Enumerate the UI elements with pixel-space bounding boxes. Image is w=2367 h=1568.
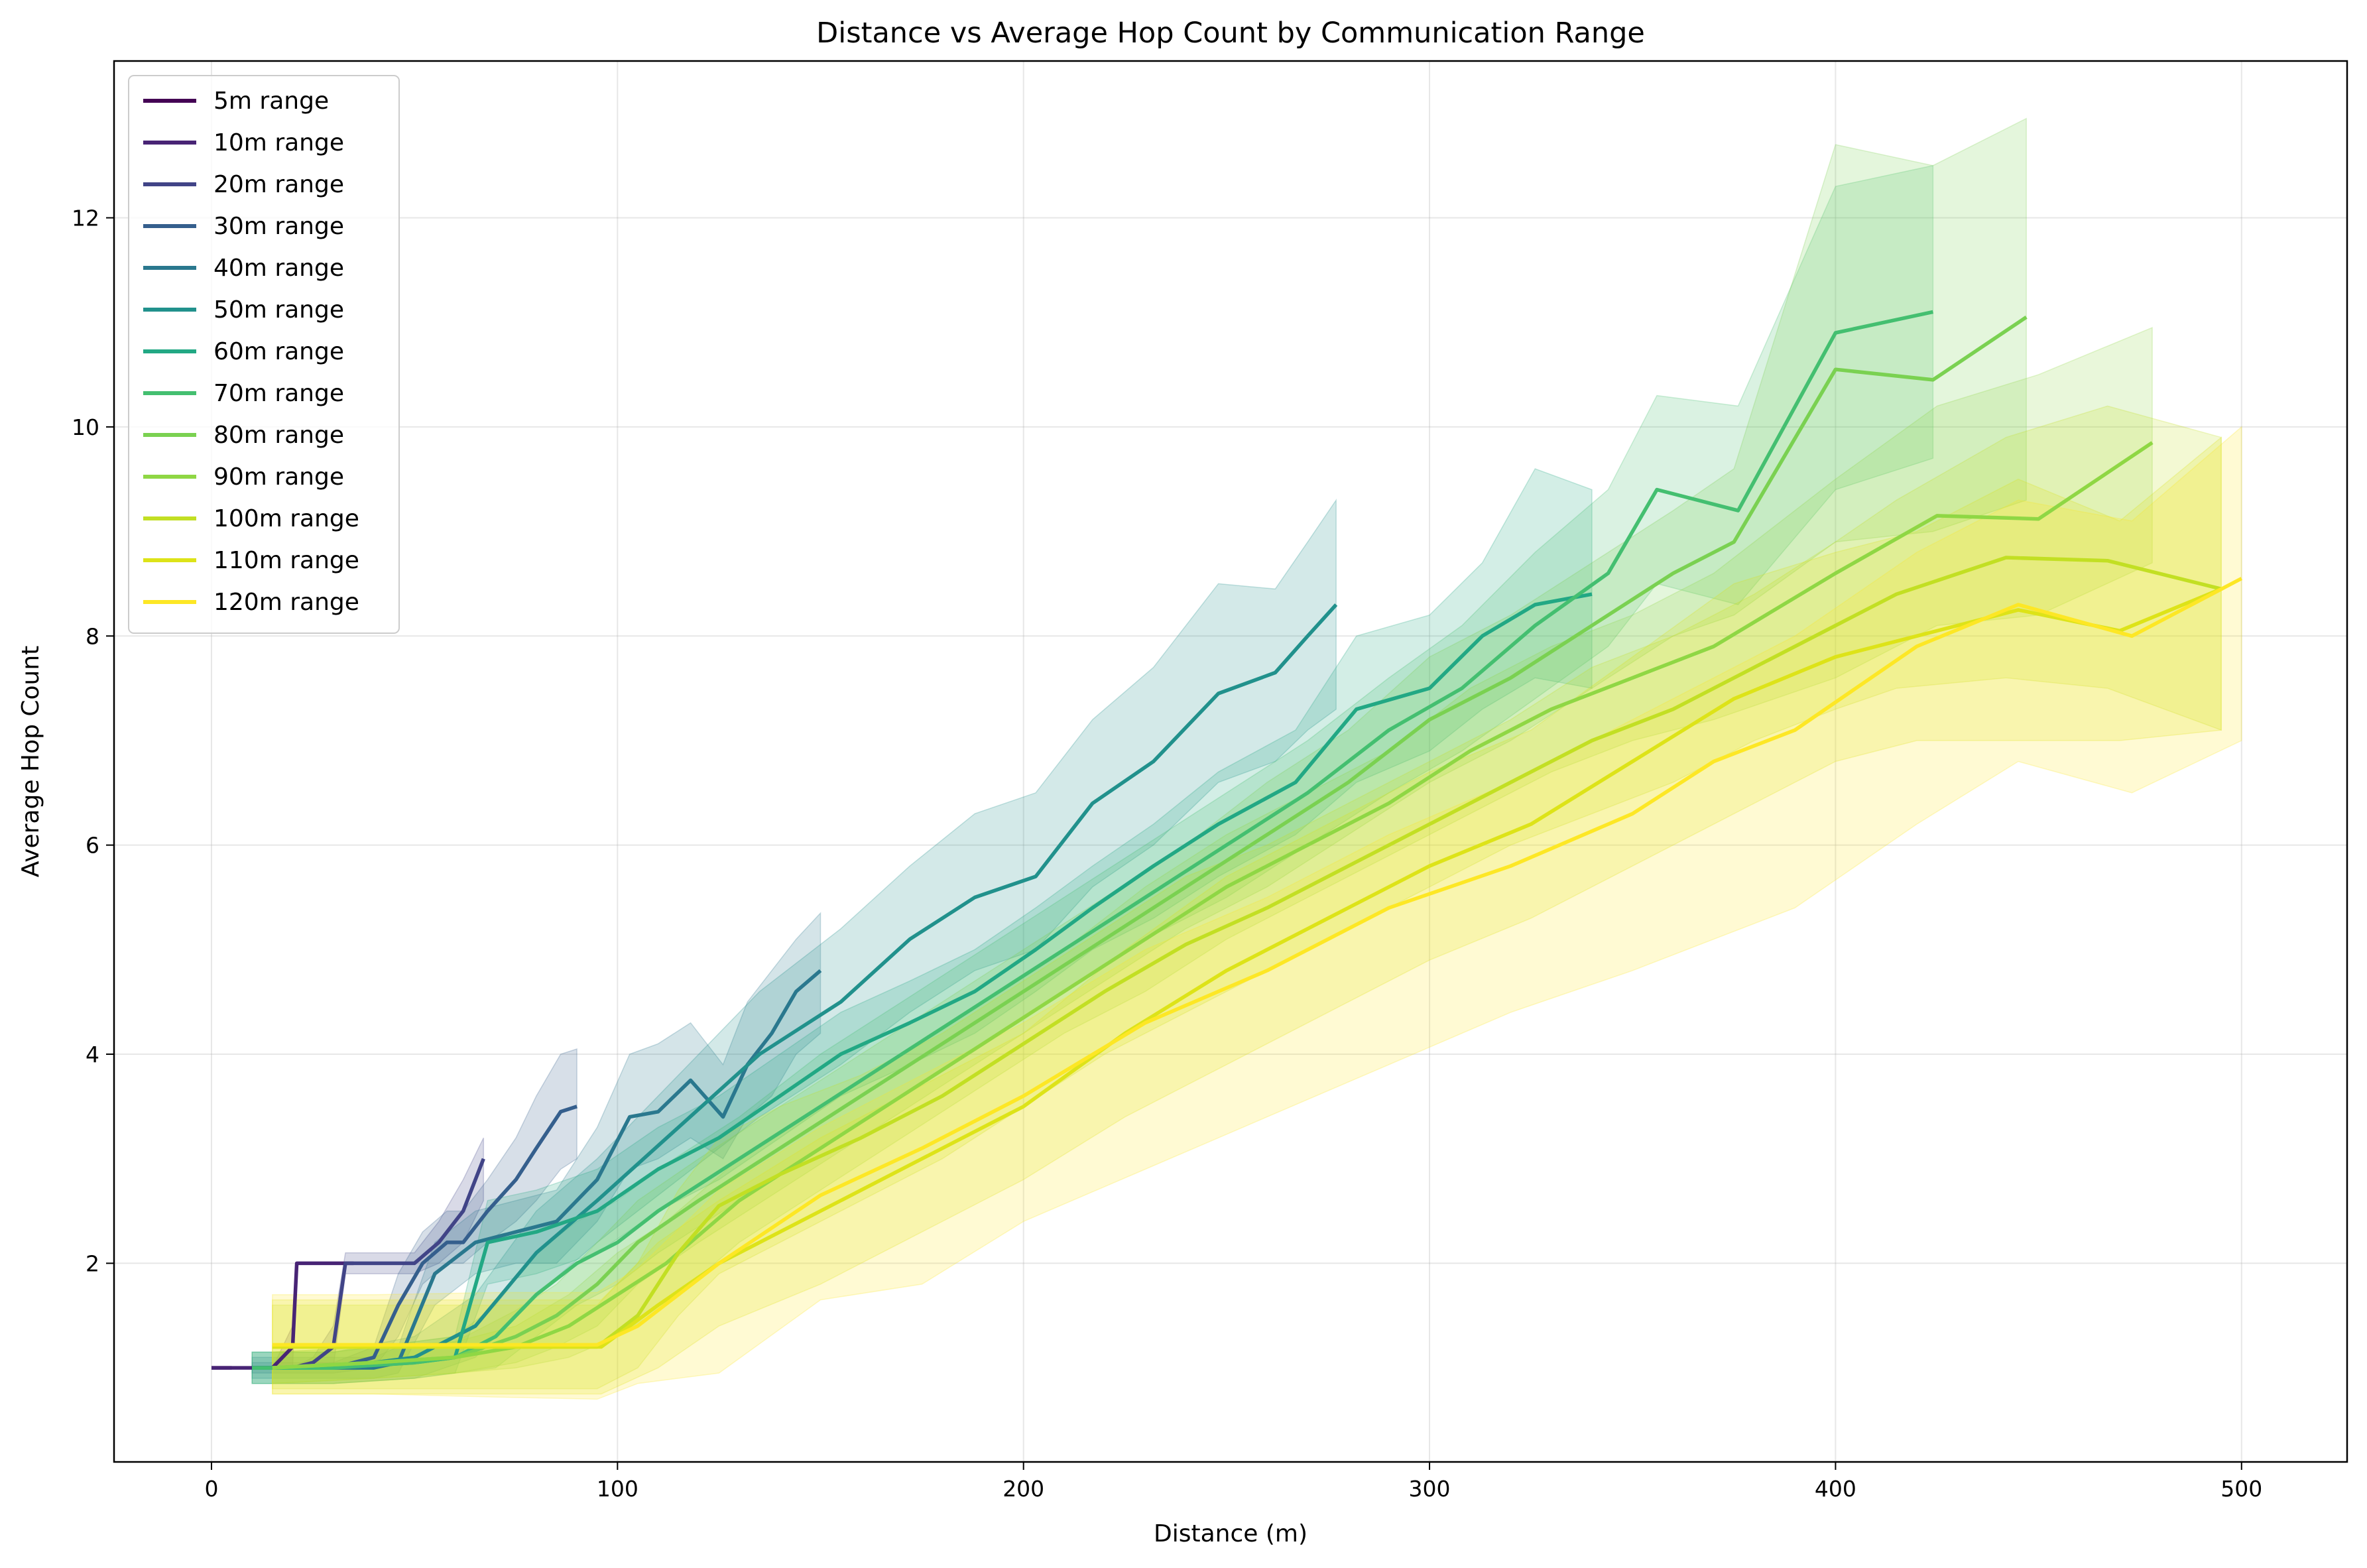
tick-layer: 0 100 200 300 400 500 2 4 6 8 10 12 [72, 206, 2262, 1502]
y-tick-label: 12 [72, 206, 99, 231]
line-layer [212, 310, 2243, 1370]
y-axis-label: Average Hop Count [17, 646, 44, 878]
series-line-120m-range [272, 577, 2243, 1347]
legend-label-20m-range: 20m range [213, 171, 344, 198]
legend-label-90m-range: 90m range [213, 463, 344, 491]
legend-label-5m-range: 5m range [213, 88, 329, 115]
x-tick-label: 300 [1409, 1476, 1451, 1502]
legend-label-40m-range: 40m range [213, 255, 344, 282]
y-tick-label: 6 [86, 833, 99, 859]
series-line-50m-range [252, 603, 1338, 1370]
legend-label-50m-range: 50m range [213, 296, 344, 324]
grid-layer [114, 61, 2347, 1462]
series-line-90m-range [272, 441, 2154, 1370]
series-line-60m-range [252, 592, 1593, 1370]
x-tick-label: 500 [2220, 1476, 2262, 1502]
y-tick-label: 2 [86, 1250, 99, 1276]
legend: 5m range 10m range 20m range 30m range 40m r… [128, 75, 400, 634]
legend-label-110m-range: 110m range [213, 547, 359, 574]
x-tick-label: 0 [204, 1476, 218, 1502]
legend-label-120m-range: 120m range [213, 589, 359, 616]
x-tick-label: 400 [1815, 1476, 1856, 1502]
series-line-80m-range [272, 316, 2028, 1370]
x-tick-label: 200 [1002, 1476, 1044, 1502]
legend-label-60m-range: 60m range [213, 338, 344, 365]
y-tick-label: 8 [86, 623, 99, 649]
legend-box [128, 75, 400, 634]
band-100m-range [272, 405, 2222, 1390]
legend-label-100m-range: 100m range [213, 505, 359, 532]
x-tick-label: 100 [597, 1476, 638, 1502]
x-axis-label: Distance (m) [1154, 1520, 1307, 1547]
series-line-110m-range [272, 587, 2222, 1349]
band-30m-range [251, 1048, 577, 1374]
legend-label-70m-range: 70m range [213, 380, 344, 407]
band-50m-range [251, 498, 1337, 1384]
plot-frame [113, 60, 2348, 1463]
legend-label-30m-range: 30m range [213, 213, 344, 240]
y-tick-label: 10 [72, 414, 99, 440]
series-line-70m-range [252, 310, 1933, 1370]
chart-title: Distance vs Average Hop Count by Communi… [816, 17, 1645, 50]
band-70m-range [251, 164, 1934, 1384]
legend-label-10m-range: 10m range [213, 129, 344, 156]
y-tick-label: 4 [86, 1042, 99, 1067]
band-80m-range [272, 117, 2027, 1384]
legend-label-80m-range: 80m range [213, 422, 344, 449]
